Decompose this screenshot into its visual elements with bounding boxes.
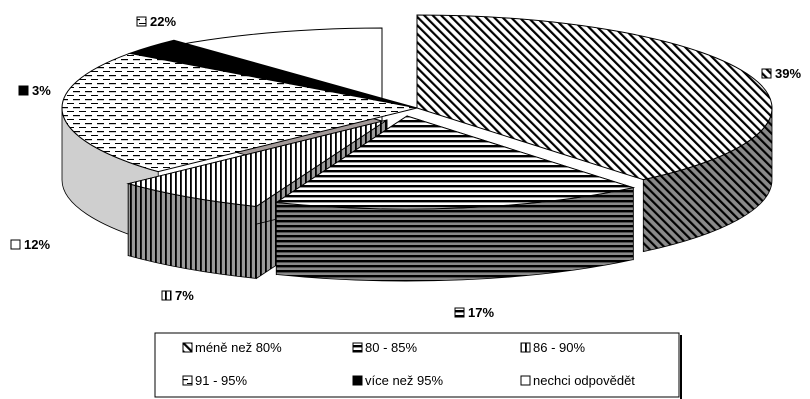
data-label-2: 17% (468, 305, 494, 320)
data-label-swatch-4 (136, 16, 147, 27)
legend-label-3: 86 - 90% (533, 340, 585, 355)
data-labels: 39% 17% 7% 22% 3% 12% (10, 14, 801, 320)
data-label-6: 12% (24, 237, 50, 252)
legend-label-1: méně než 80% (195, 340, 282, 355)
data-label-swatch-5 (18, 85, 29, 96)
data-label-swatch-6 (10, 239, 21, 250)
legend-swatch-1 (182, 342, 193, 353)
legend-box (154, 332, 680, 398)
legend-label-2: 80 - 85% (365, 340, 417, 355)
legend-swatch-3 (520, 342, 531, 353)
legend-swatch-6 (520, 375, 531, 386)
legend-label-5: více než 95% (365, 373, 443, 388)
data-label-5: 3% (32, 83, 51, 98)
data-label-swatch-3 (161, 290, 172, 301)
legend-label-6: nechci odpovědět (533, 373, 635, 388)
legend-swatch-4 (182, 375, 193, 386)
slice-2-top (274, 115, 636, 210)
slice-2 (274, 115, 636, 282)
legend: méně než 80% 80 - 85% 86 - 90% 91 - 95% více… (154, 332, 682, 399)
legend-label-4: 91 - 95% (195, 373, 247, 388)
data-label-3: 7% (175, 288, 194, 303)
slice-1 (416, 14, 773, 253)
slice-3-top (126, 119, 388, 207)
data-label-1: 39% (775, 66, 801, 81)
slice-4-top (61, 52, 418, 173)
slice-1-top (416, 14, 773, 181)
data-label-4: 22% (150, 14, 176, 29)
pie-slices (61, 14, 773, 282)
legend-swatch-2 (352, 342, 363, 353)
legend-swatch-5 (352, 375, 363, 386)
data-label-swatch-2 (454, 307, 465, 318)
data-label-swatch-1 (761, 68, 772, 79)
